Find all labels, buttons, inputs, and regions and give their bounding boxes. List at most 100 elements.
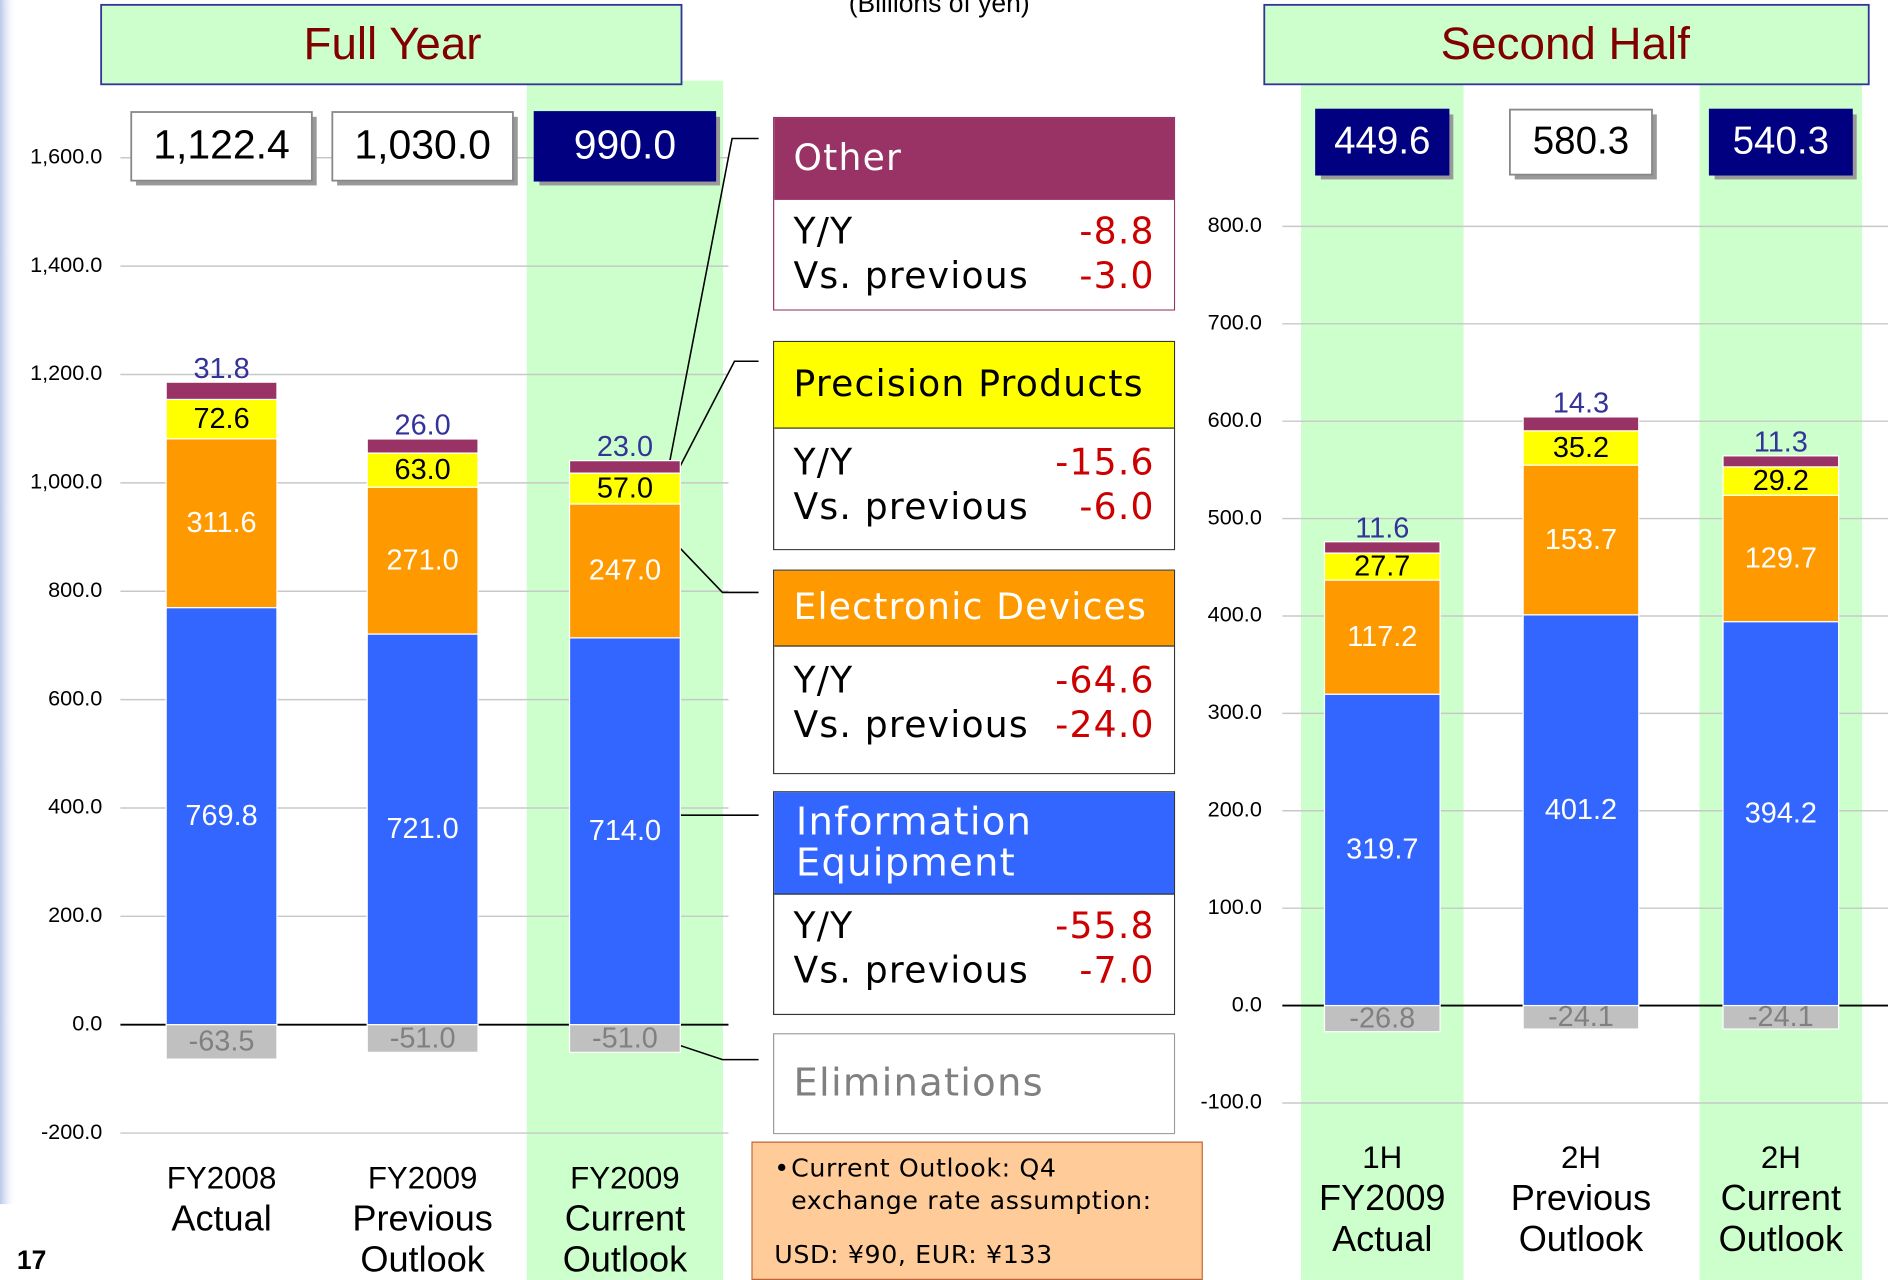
change-value: -3.0 [1079, 255, 1155, 298]
data-label: 11.3 [1754, 426, 1808, 458]
bar-segment [165, 438, 278, 609]
data-label: -24.1 [1748, 1001, 1814, 1033]
y-tick-label: 600.0 [1208, 407, 1262, 432]
header-box [1263, 3, 1870, 86]
bar-segment [165, 1024, 278, 1060]
x-tick-label: Current [1721, 1177, 1841, 1218]
bar-segment [1722, 1004, 1840, 1030]
bar-segment [568, 637, 681, 1026]
x-tick-label: Current [565, 1198, 685, 1239]
bar-segment [568, 503, 681, 639]
data-label: 29.2 [1753, 465, 1809, 497]
row-label: Vs. previous [793, 704, 1029, 747]
y-tick-label: 600.0 [48, 685, 102, 710]
y-tick-label: 400.0 [1208, 602, 1262, 627]
y-tick-label: 1,200.0 [30, 360, 102, 385]
y-tick-label: 800.0 [1208, 212, 1262, 237]
chart-title: Second Half [1441, 18, 1691, 69]
x-tick-label: Actual [1332, 1218, 1432, 1259]
callout-title: Precision Products [774, 341, 1174, 429]
x-tick-label: 2H [1761, 1140, 1801, 1175]
row-label: Y/Y [793, 441, 854, 485]
x-tick-label: Outlook [360, 1238, 485, 1279]
edge-decoration [0, 0, 17, 1205]
callout-title: Information Equipment [774, 792, 1174, 895]
total-box [331, 111, 514, 182]
data-label: 394.2 [1745, 797, 1817, 829]
bar-segment [1323, 541, 1441, 554]
change-value: -15.6 [1055, 441, 1155, 485]
x-tick-label: Actual [171, 1198, 271, 1239]
bar-segment [165, 398, 278, 440]
data-label: 35.2 [1553, 432, 1609, 464]
x-tick-label: Outlook [563, 1238, 688, 1279]
callout-title: Eliminations [793, 1059, 1044, 1106]
bar-segment [165, 381, 278, 401]
total-box [533, 111, 717, 182]
callout-title: Other [774, 118, 1174, 200]
bar-segment [568, 460, 681, 474]
data-label: -24.1 [1548, 1001, 1614, 1033]
y-tick-label: 1,000.0 [30, 469, 102, 494]
y-tick-label: 800.0 [48, 577, 102, 602]
y-tick-label: 300.0 [1208, 699, 1262, 724]
data-label: 23.0 [597, 431, 653, 463]
bar-segment [1522, 416, 1640, 432]
data-label: 714.0 [589, 815, 661, 847]
total-label: 1,122.4 [153, 121, 290, 167]
total-box [130, 111, 313, 182]
total-box [1509, 108, 1653, 176]
y-tick-label: 700.0 [1208, 310, 1262, 335]
x-tick-label: FY2009 [368, 1160, 478, 1195]
callout: Eliminations [773, 1033, 1176, 1135]
chart-title: Full Year [304, 18, 482, 69]
callout: Information Equipment Y/Y -55.8 Vs. previ… [773, 791, 1176, 1016]
data-label: 26.0 [395, 410, 451, 442]
bar-segment [366, 438, 479, 454]
y-tick-label: 500.0 [1208, 504, 1262, 529]
y-tick-label: -100.0 [1200, 1089, 1261, 1114]
x-tick-label: Outlook [1719, 1218, 1844, 1259]
data-label: 57.0 [597, 472, 653, 504]
total-label: 1,030.0 [354, 121, 491, 167]
data-label: 14.3 [1553, 387, 1609, 419]
bar-segment [366, 452, 479, 488]
unit-label: (Billions of yen) [849, 0, 1030, 18]
y-tick-label: 200.0 [1208, 796, 1262, 821]
data-label: 117.2 [1347, 621, 1417, 653]
change-value: -8.8 [1079, 210, 1155, 253]
change-value: -55.8 [1055, 905, 1155, 948]
data-label: 769.8 [185, 800, 257, 832]
callout-title: Electronic Devices [774, 570, 1174, 647]
bar-segment [1522, 1004, 1640, 1030]
x-tick-label: 1H [1362, 1140, 1402, 1175]
y-tick-label: 0.0 [72, 1010, 102, 1035]
callout: Precision Products Y/Y -15.6 Vs. previous… [773, 340, 1176, 551]
leader-line [665, 360, 759, 495]
header-box [100, 3, 683, 86]
y-tick-label: -200.0 [41, 1119, 102, 1144]
x-tick-label: FY2008 [167, 1160, 277, 1195]
y-tick-label: 0.0 [1232, 991, 1262, 1016]
change-value: -6.0 [1079, 486, 1155, 529]
bar-segment [1522, 464, 1640, 616]
total-label: 990.0 [574, 121, 676, 167]
bar-segment [1522, 614, 1640, 1007]
bar-segment [366, 486, 479, 635]
total-box [1708, 108, 1853, 176]
bar-segment [1323, 1004, 1441, 1033]
y-tick-label: 1,600.0 [30, 143, 102, 168]
data-label: -51.0 [592, 1022, 658, 1054]
y-tick-label: 200.0 [48, 902, 102, 927]
note-box: Current Outlook: Q4 exchange rate assump… [751, 1142, 1203, 1280]
y-tick-label: 100.0 [1208, 894, 1262, 919]
data-label: 72.6 [193, 403, 249, 435]
row-label: Y/Y [793, 210, 854, 253]
data-label: 153.7 [1545, 524, 1617, 556]
y-tick-label: 1,400.0 [30, 252, 102, 277]
total-label: 580.3 [1533, 119, 1629, 162]
data-label: 721.0 [386, 813, 458, 845]
y-tick-label: 400.0 [48, 794, 102, 819]
bar-segment [366, 1024, 479, 1053]
x-tick-label: FY2009 [1319, 1177, 1445, 1218]
